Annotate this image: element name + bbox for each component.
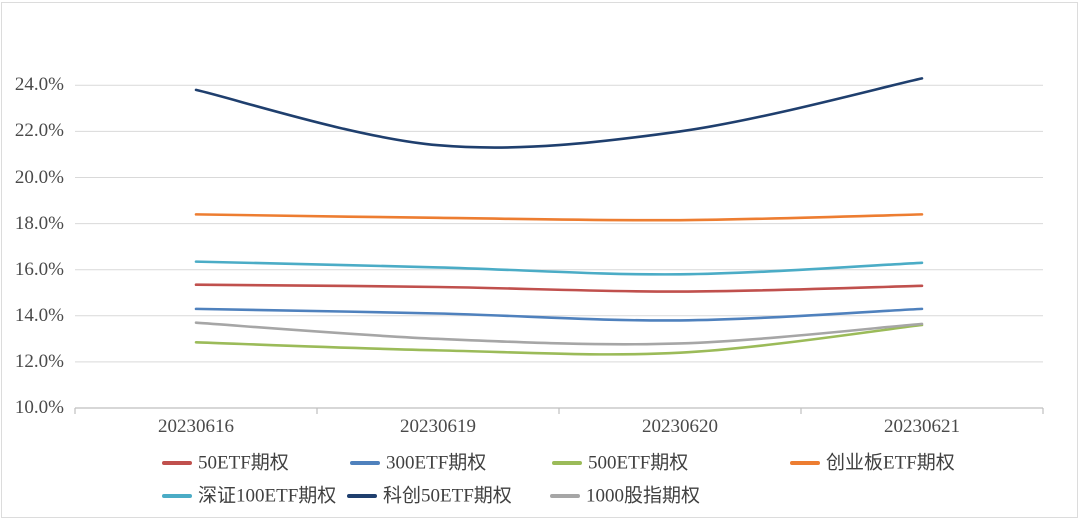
legend-label: 深证100ETF期权 [198,485,337,507]
legend-line-swatch [162,461,192,466]
legend-line-swatch [790,461,820,466]
legend-item-创业板ETF期权: 创业板ETF期权 [790,451,955,475]
series-line-深证100ETF期权 [194,260,924,276]
y-tick-label: 24.0% [14,74,64,96]
y-tick-label: 20.0% [14,166,64,188]
series-line-300ETF期权 [194,307,924,322]
legend-label: 50ETF期权 [198,452,289,474]
legend-label: 创业板ETF期权 [826,452,955,474]
series-line-1000股指期权 [194,321,924,346]
legend-item-500ETF期权: 500ETF期权 [552,451,688,475]
series-line-500ETF期权 [194,323,924,356]
legend-label: 1000股指期权 [586,485,701,507]
x-tick-label: 20230619 [400,416,476,437]
y-tick-label: 18.0% [14,212,64,234]
series-line-科创50ETF期权 [194,77,924,149]
legend-item-50ETF期权: 50ETF期权 [162,451,289,475]
legend-line-swatch [550,494,580,499]
y-tick-label: 22.0% [14,120,64,142]
x-tick-label: 20230620 [642,416,718,437]
x-tick-label: 20230616 [158,416,234,437]
legend-item-科创50ETF期权: 科创50ETF期权 [347,484,512,508]
legend-line-swatch [350,461,380,466]
legend-line-swatch [552,461,582,466]
legend-label: 科创50ETF期权 [383,485,512,507]
y-tick-label: 12.0% [14,350,64,372]
legend-item-1000股指期权: 1000股指期权 [550,484,700,508]
x-tick-label: 20230621 [884,416,960,437]
y-tick-label: 14.0% [14,304,64,326]
legend-item-300ETF期权: 300ETF期权 [350,451,486,475]
series-line-创业板ETF期权 [194,213,924,222]
legend-item-深证100ETF期权: 深证100ETF期权 [162,484,336,508]
legend-label: 300ETF期权 [386,452,487,474]
legend-label: 500ETF期权 [588,452,689,474]
legend-line-swatch [162,494,192,499]
legend-line-swatch [347,494,377,499]
y-tick-label: 16.0% [14,258,64,280]
series-line-50ETF期权 [194,283,924,293]
y-tick-label: 10.0% [14,397,64,418]
